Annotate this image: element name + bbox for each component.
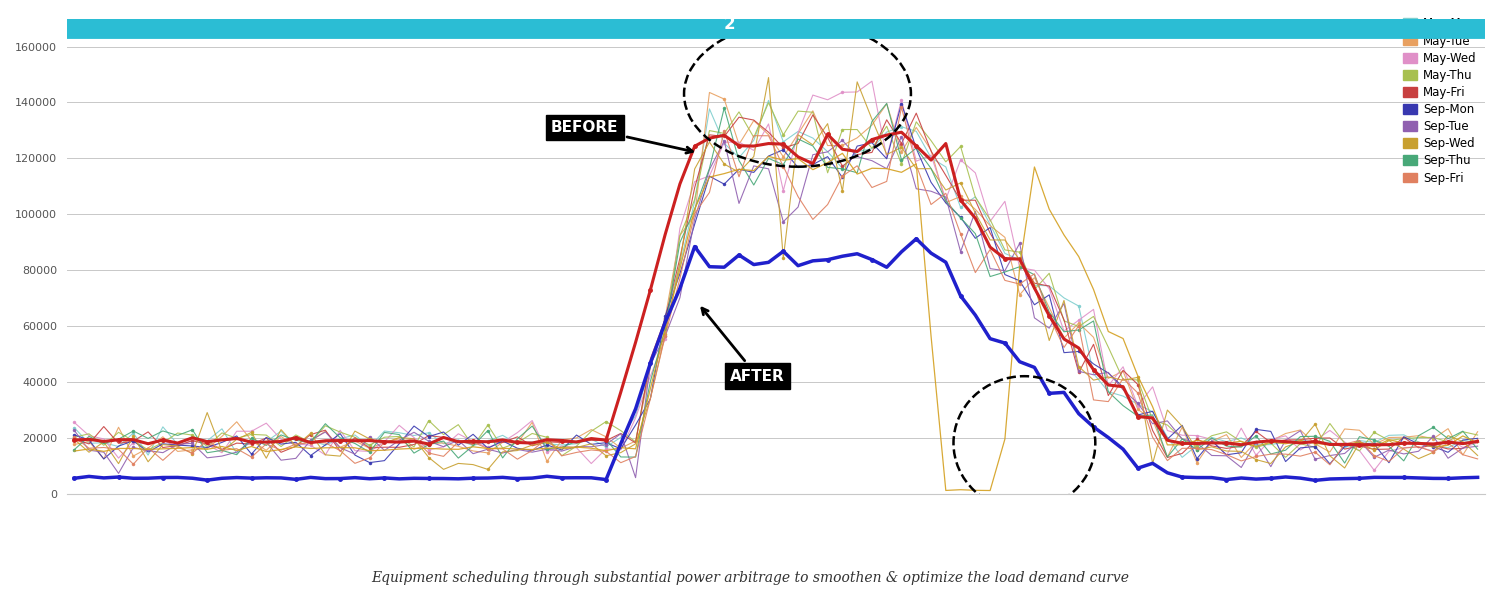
Legend: May-Mon, May-Tue, May-Wed, May-Thu, May-Fri, Sep-Mon, Sep-Tue, Sep-Wed, Sep-Thu,: May-Mon, May-Tue, May-Wed, May-Thu, May-… (1401, 15, 1479, 187)
Circle shape (0, 513, 1500, 541)
Text: 1: 1 (1132, 518, 1143, 536)
Circle shape (0, 10, 1500, 38)
Text: Equipment scheduling through substantial power arbitrage to smoothen & optimize : Equipment scheduling through substantial… (370, 571, 1130, 585)
Text: AFTER: AFTER (702, 308, 784, 384)
Text: BEFORE: BEFORE (550, 120, 693, 153)
Text: 2: 2 (723, 15, 735, 33)
